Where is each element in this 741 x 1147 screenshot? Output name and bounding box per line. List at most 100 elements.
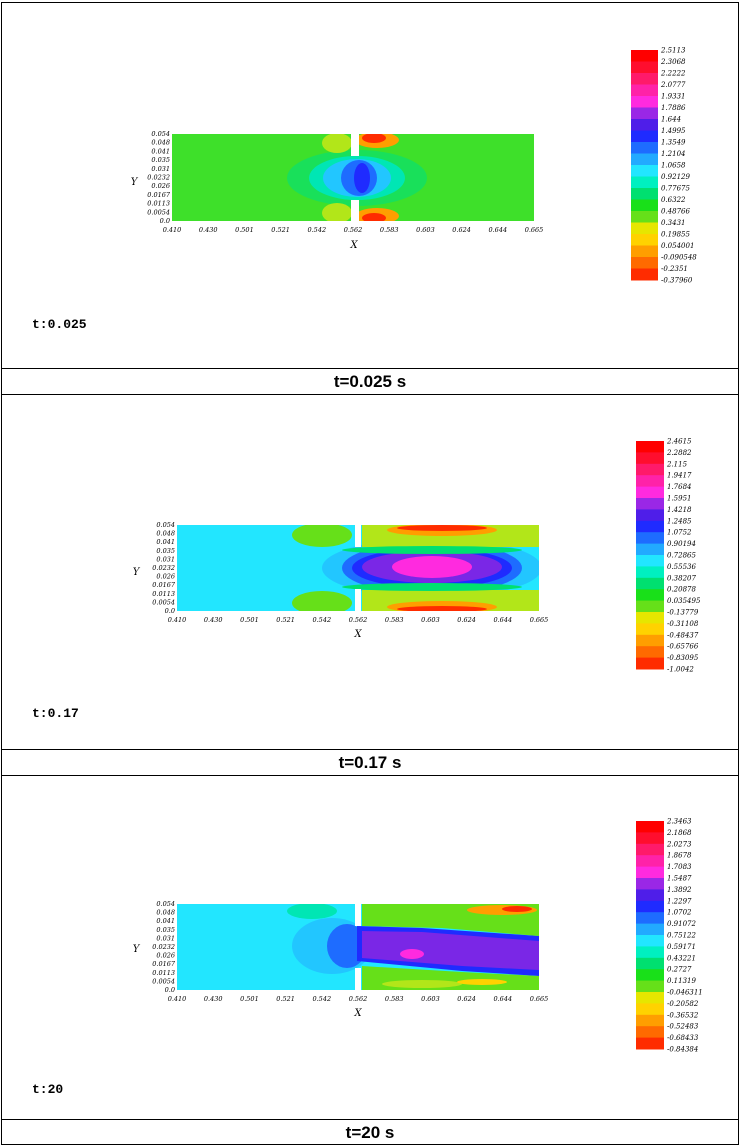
colorbar-label: -0.37960 xyxy=(661,277,693,285)
caption-2: t=0.17 s xyxy=(2,750,738,776)
y-tick-label: 0.0113 xyxy=(152,969,175,977)
y-tick-label: 0.048 xyxy=(156,909,175,917)
y-tick-label: 0.041 xyxy=(156,917,175,925)
colorbar-swatch xyxy=(631,153,658,166)
y-tick-label: 0.054 xyxy=(156,900,175,908)
colorbar-label: 0.3431 xyxy=(661,219,686,227)
x-tick-label: 0.562 xyxy=(349,995,368,1003)
colorbar-swatch xyxy=(636,992,664,1004)
x-tick-label: 0.644 xyxy=(488,226,507,234)
colorbar-swatch xyxy=(636,520,664,533)
x-tick-label: 0.644 xyxy=(493,995,512,1003)
colorbar-swatch xyxy=(636,1026,664,1039)
x-tick-label: 0.430 xyxy=(199,226,218,234)
x-ticks-3: 0.410 0.430 0.501 0.521 0.542 0.562 0.583 0.603… xyxy=(168,995,549,1003)
colorbar-swatch xyxy=(636,646,664,659)
colorbar-label: 0.55536 xyxy=(667,563,696,571)
y-tick-label: 0.054 xyxy=(151,130,170,138)
colorbar-swatch xyxy=(636,843,664,856)
colorbar-swatch xyxy=(636,600,664,613)
y-tick-label: 0.054 xyxy=(156,521,175,529)
colorbar-label: 0.43221 xyxy=(667,954,696,962)
colorbar-swatch xyxy=(631,130,658,143)
colorbar-swatch xyxy=(631,73,658,85)
colorbar-label: 1.2104 xyxy=(661,150,686,158)
colorbar-swatch xyxy=(636,452,664,465)
y-tick-label: 0.0054 xyxy=(147,208,170,216)
colorbar-label: -0.65766 xyxy=(667,643,699,651)
y-tick-label: 0.026 xyxy=(156,573,175,581)
panel-3: 0.410 0.430 0.501 0.521 0.542 0.562 0.583 0.603… xyxy=(2,776,738,1120)
colorbar-swatch xyxy=(631,84,658,97)
y-ticks-3: 0.0540.0480.0410.0350.0310.02320.0260.01… xyxy=(152,900,176,994)
y-tick-label: 0.026 xyxy=(151,182,170,190)
colorbar-label: 2.3463 xyxy=(666,818,692,826)
colorbar-swatch xyxy=(636,555,664,567)
x-tick-label: 0.430 xyxy=(204,995,223,1003)
colorbar-label: -0.20582 xyxy=(667,1000,699,1008)
colorbar-label: 1.2297 xyxy=(667,897,692,905)
colorbar-label: 0.054001 xyxy=(661,242,694,250)
time-label: t:20 xyxy=(32,1082,64,1097)
y-tick-label: 0.0167 xyxy=(152,581,176,589)
colorbar-swatch xyxy=(636,1003,664,1016)
colorbar-label: 0.38207 xyxy=(667,574,696,582)
y-tick-label: 0.035 xyxy=(156,926,175,934)
colorbar-label: 1.4995 xyxy=(661,127,686,135)
x-tick-label: 0.624 xyxy=(452,226,471,234)
x-ticks-1: 0.410 0.430 0.501 0.521 0.542 0.562 0.583 0.603… xyxy=(163,226,544,234)
colorbar-label: -0.36532 xyxy=(667,1011,699,1019)
x-tick-label: 0.603 xyxy=(421,995,440,1003)
colorbar-label: 0.59171 xyxy=(667,943,696,951)
x-tick-label: 0.521 xyxy=(276,616,295,624)
colorbar-label: 1.8678 xyxy=(667,852,692,860)
colorbar-label: 1.5487 xyxy=(667,875,692,883)
colorbar-swatch xyxy=(636,821,664,833)
y-ticks-1: 0.0540.0480.0410.0350.0310.02320.0260.01… xyxy=(147,130,171,225)
colorbar-swatch xyxy=(636,855,664,868)
y-tick-label: 0.0054 xyxy=(152,977,175,985)
colorbar-label: 2.115 xyxy=(666,460,688,468)
colorbar-label: 0.90194 xyxy=(667,540,696,548)
colorbar-label: -1.0042 xyxy=(667,666,694,674)
colorbar-label: 0.75122 xyxy=(667,932,696,940)
colorbar-swatch xyxy=(636,657,664,670)
x-tick-label: 0.501 xyxy=(240,995,259,1003)
colorbar-swatch xyxy=(636,1014,664,1027)
colorbar-swatch xyxy=(636,900,664,913)
time-label: t:0.025 xyxy=(32,317,87,332)
x-tick-label: 0.644 xyxy=(493,616,512,624)
colorbar-swatch xyxy=(636,612,664,624)
colorbar-swatch xyxy=(631,176,658,189)
x-tick-label: 0.521 xyxy=(276,995,295,1003)
y-tick-label: 0.031 xyxy=(151,165,170,173)
x-tick-label: 0.410 xyxy=(163,226,182,234)
y-tick-label: 0.0054 xyxy=(152,598,175,606)
y-tick-label: 0.0167 xyxy=(147,191,171,199)
colorbar-swatch xyxy=(636,923,664,936)
colorbar-label: -0.31108 xyxy=(667,620,699,628)
x-tick-label: 0.603 xyxy=(416,226,435,234)
colorbar-1: 2.5113 2.3068 2.2222 2.0777 1.9331 1.7886 1.64… xyxy=(631,47,697,285)
colorbar-swatch xyxy=(636,878,664,890)
colorbar-swatch xyxy=(631,188,658,200)
y-tick-label: 0.026 xyxy=(156,952,175,960)
y-tick-label: 0.0167 xyxy=(152,960,176,968)
colorbar-swatch xyxy=(636,566,664,579)
y-tick-label: 0.035 xyxy=(156,547,175,555)
colorbar-label: 2.2222 xyxy=(660,70,686,78)
colorbar-label: 1.9417 xyxy=(667,472,692,480)
x-ticks-2: 0.410 0.430 0.501 0.521 0.542 0.562 0.583 0.603… xyxy=(168,616,549,624)
panel-1: 0.410 0.430 0.501 0.521 0.542 0.562 0.583 0.603… xyxy=(2,3,738,369)
colorbar-label: -0.2351 xyxy=(661,265,688,273)
colorbar-label: -0.52483 xyxy=(667,1023,699,1031)
colorbar-label: 2.5113 xyxy=(660,47,686,55)
x-tick-label: 0.624 xyxy=(457,995,476,1003)
colorbar-label: 0.92129 xyxy=(661,173,690,181)
colorbar-swatch xyxy=(636,980,664,993)
x-axis-label: X xyxy=(349,240,358,251)
colorbar-label: 2.0273 xyxy=(666,840,692,848)
colorbar-label: 2.0777 xyxy=(660,81,686,89)
colorbar-swatch xyxy=(636,623,664,636)
colorbar-swatch xyxy=(631,222,658,235)
